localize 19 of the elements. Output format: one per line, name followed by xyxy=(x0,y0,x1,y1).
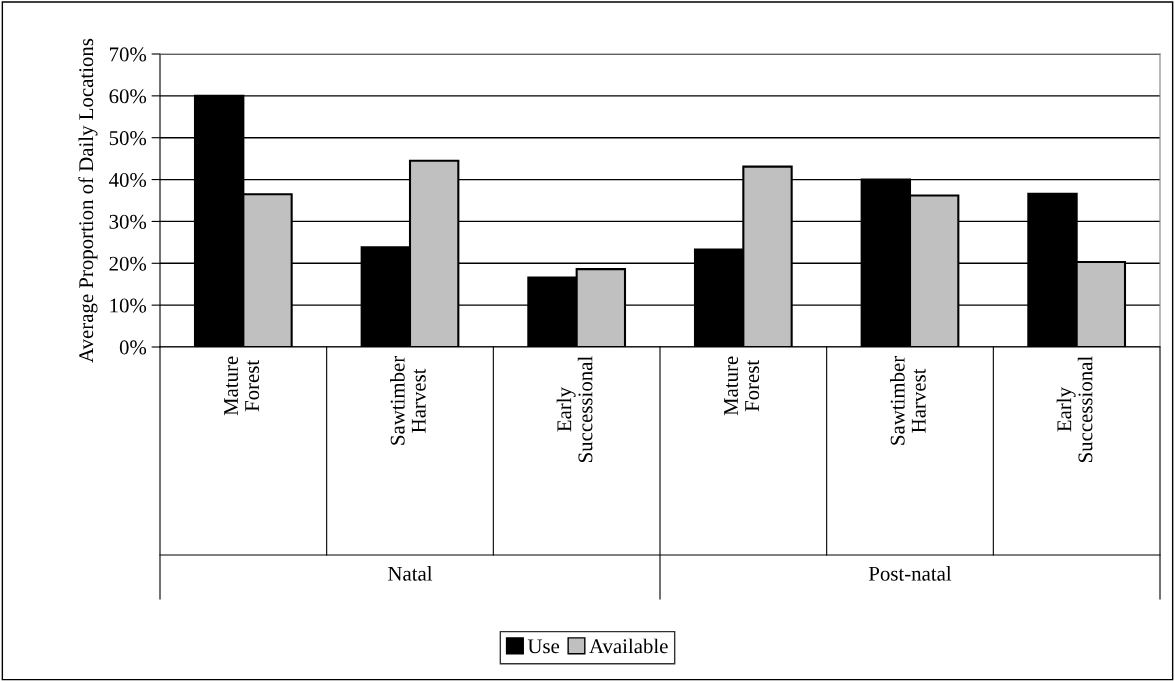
text: Natal xyxy=(388,566,433,581)
x-tick-label: Mature Forest xyxy=(724,356,760,416)
x-tick-label: Early Successional xyxy=(556,356,593,463)
x-tick-label: Early Successional xyxy=(1056,356,1093,463)
y-tick-label: 20% xyxy=(109,256,147,271)
y-tick-label: 30% xyxy=(109,214,147,229)
x-tick-label: Sawtimber Harvest xyxy=(890,355,926,445)
y-tick-label: 60% xyxy=(109,89,147,104)
legend-label: Use xyxy=(527,639,560,654)
text: Post-natal xyxy=(868,566,952,581)
legend-label: Available xyxy=(589,638,668,654)
x-tick-label: Mature Forest xyxy=(224,356,260,416)
y-tick-label: 0% xyxy=(119,340,147,355)
y-axis-title: Average Proportion of Daily Locations xyxy=(78,38,98,363)
y-tick-label: 40% xyxy=(109,172,147,188)
y-tick-label: 50% xyxy=(109,131,147,146)
y-tick-label: 10% xyxy=(110,298,147,313)
y-tick-label: 70% xyxy=(109,47,147,62)
x-tick-label: Sawtimber Harvest xyxy=(390,355,426,445)
